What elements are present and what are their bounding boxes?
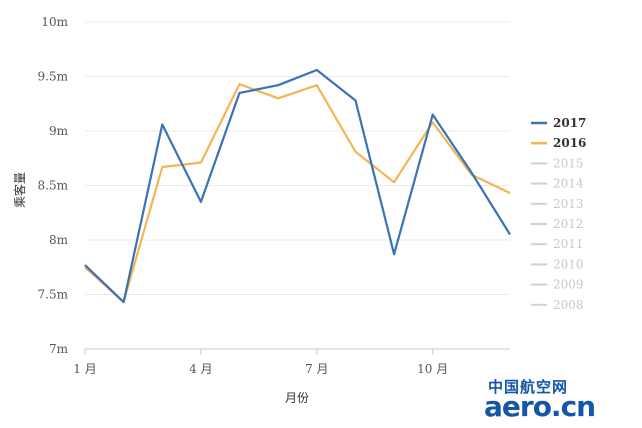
- legend-item-2009[interactable]: 2009: [553, 278, 584, 292]
- legend-item-2013[interactable]: 2013: [553, 197, 584, 211]
- y-tick-label: 10m: [41, 15, 68, 29]
- watermark-domain-text: aero.cn: [484, 390, 596, 423]
- grid-lines: [85, 21, 510, 295]
- legend-item-2011[interactable]: 2011: [553, 237, 584, 251]
- legend-item-2010[interactable]: 2010: [553, 257, 584, 271]
- legend: 2017 2016 2015 2014 2013 2012 2011 2010 2009 2008: [531, 116, 586, 312]
- legend-item-2014[interactable]: 2014: [553, 177, 584, 191]
- y-tick-label: 9.5m: [38, 70, 69, 84]
- aero-cn-watermark-logo: 中国航空网 aero.cn: [484, 376, 634, 424]
- y-axis-ticks: 7m 7.5m 8m 8.5m 9m 9.5m 10m: [38, 15, 69, 356]
- y-tick-label: 9m: [49, 124, 69, 138]
- legend-item-2017[interactable]: 2017: [553, 116, 586, 130]
- x-tick-label: 7 月: [305, 362, 328, 376]
- y-tick-label: 7.5m: [38, 288, 69, 302]
- y-tick-label: 7m: [49, 342, 69, 356]
- y-tick-label: 8m: [49, 233, 69, 247]
- legend-item-2015[interactable]: 2015: [553, 156, 584, 170]
- watermark-chinese-text: 中国航空网: [488, 378, 569, 396]
- x-axis-ticks: 1 月 4 月 7 月 10 月: [73, 349, 448, 376]
- y-tick-label: 8.5m: [38, 179, 69, 193]
- x-tick-label: 10 月: [417, 362, 448, 376]
- series-line-2017: [84, 68, 511, 304]
- legend-item-2008[interactable]: 2008: [553, 298, 584, 312]
- series-lines: [84, 68, 511, 304]
- x-tick-label: 4 月: [189, 362, 212, 376]
- x-tick-label: 1 月: [73, 362, 96, 376]
- legend-item-2016[interactable]: 2016: [553, 136, 586, 150]
- y-axis-title: 乘客量: [12, 172, 27, 208]
- series-line-2016: [84, 82, 511, 304]
- x-axis-title: 月份: [285, 391, 309, 405]
- legend-item-2012[interactable]: 2012: [553, 217, 584, 231]
